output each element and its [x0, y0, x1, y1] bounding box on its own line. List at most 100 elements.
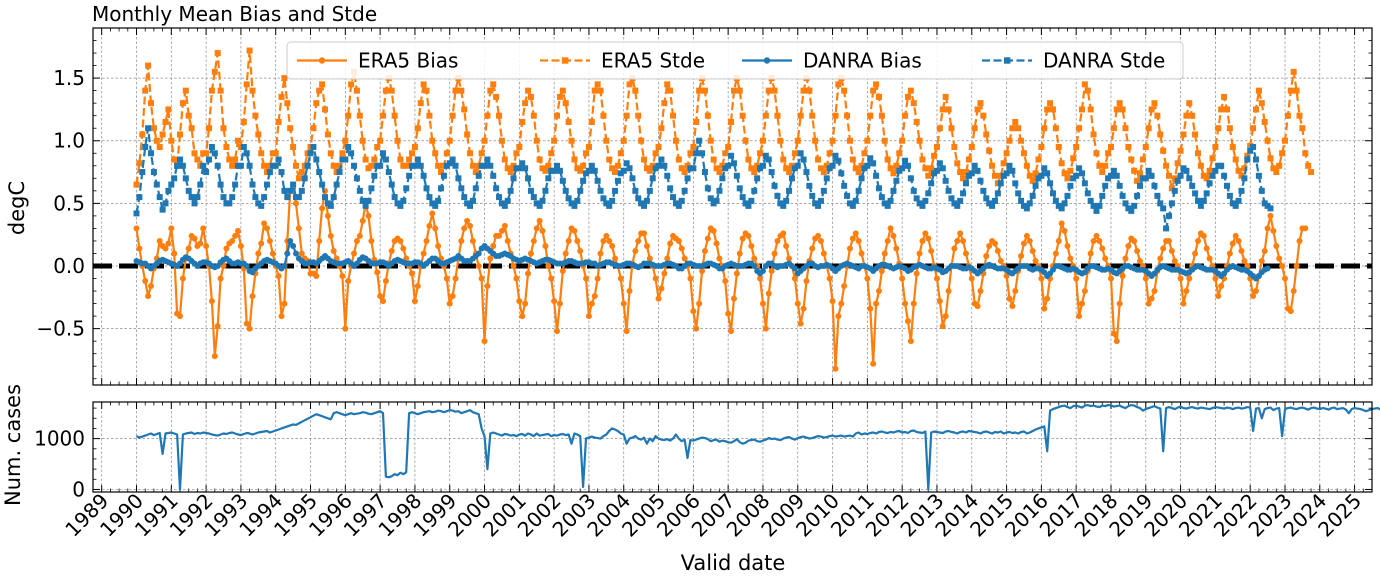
- era5-bias-point: [658, 286, 664, 292]
- danra-stde-point: [838, 170, 844, 176]
- era5-stde-point: [160, 131, 166, 137]
- era5-bias-point: [1012, 288, 1018, 294]
- era5-stde-point: [711, 157, 717, 163]
- era5-stde-point: [1073, 144, 1079, 150]
- era5-stde-point: [310, 125, 316, 131]
- era5-bias-point: [426, 223, 432, 229]
- era5-stde-point: [363, 157, 369, 163]
- era5-bias-point: [319, 205, 325, 211]
- danra-stde-point: [580, 178, 586, 184]
- danra-stde-point: [1218, 163, 1224, 169]
- era5-stde-point: [1085, 88, 1091, 94]
- era5-bias-point: [505, 238, 511, 244]
- era5-stde-point: [722, 150, 728, 156]
- era5-stde-point: [821, 169, 827, 175]
- danra-stde-point: [496, 194, 502, 200]
- era5-stde-point: [661, 100, 667, 106]
- era5-bias-point: [734, 271, 740, 277]
- era5-bias-point: [296, 225, 302, 231]
- era5-bias-point: [261, 220, 267, 226]
- era5-stde-point: [847, 138, 853, 144]
- era5-bias-point: [960, 238, 966, 244]
- danra-bias-point: [244, 263, 250, 269]
- danra-stde-point: [342, 157, 348, 163]
- danra-stde-point: [789, 175, 795, 181]
- era5-bias-point: [1117, 301, 1123, 307]
- danra-stde-point: [670, 194, 676, 200]
- danra-stde-point: [783, 198, 789, 204]
- era5-bias-point: [342, 326, 348, 332]
- era5-bias-point: [1131, 238, 1137, 244]
- danra-stde-point: [1033, 183, 1039, 189]
- era5-stde-point: [1166, 173, 1172, 179]
- era5-bias-point: [859, 250, 865, 256]
- danra-stde-point: [612, 188, 618, 194]
- era5-stde-point: [519, 119, 525, 125]
- danra-stde-point: [844, 193, 850, 199]
- era5-stde-point: [992, 173, 998, 179]
- danra-stde-point: [145, 125, 151, 131]
- era5-stde-point: [1218, 106, 1224, 112]
- danra-stde-point: [441, 173, 447, 179]
- era5-bias-point: [911, 301, 917, 307]
- danra-stde-point: [389, 182, 395, 188]
- era5-stde-point: [250, 88, 256, 94]
- era5-bias-point: [1215, 293, 1221, 299]
- era5-stde-point: [383, 88, 389, 94]
- era5-stde-point: [1294, 88, 1300, 94]
- danra-stde-point: [560, 178, 566, 184]
- danra-stde-point: [629, 175, 635, 181]
- era5-bias-point: [876, 288, 882, 294]
- danra-stde-point: [455, 175, 461, 181]
- era5-stde-point: [1146, 125, 1152, 131]
- era5-stde-point: [148, 100, 154, 106]
- era5-bias-point: [592, 293, 598, 299]
- danra-stde-point: [470, 198, 476, 204]
- danra-stde-point: [458, 185, 464, 191]
- era5-stde-point: [908, 88, 914, 94]
- danra-stde-point: [957, 198, 963, 204]
- era5-stde-point: [534, 138, 540, 144]
- danra-stde-point: [203, 169, 209, 175]
- era5-bias-point: [914, 271, 920, 277]
- era5-stde-point: [548, 150, 554, 156]
- era5-stde-point: [531, 113, 537, 119]
- era5-stde-point: [1114, 106, 1120, 112]
- era5-stde-point: [154, 138, 160, 144]
- era5-bias-point: [867, 306, 873, 312]
- danra-stde-point: [351, 163, 357, 169]
- era5-stde-point: [879, 113, 885, 119]
- danra-stde-point: [476, 173, 482, 179]
- era5-stde-point: [1299, 125, 1305, 131]
- era5-bias-point: [145, 293, 151, 299]
- danra-stde-point: [809, 193, 815, 199]
- era5-bias-point: [1041, 306, 1047, 312]
- era5-bias-point: [774, 238, 780, 244]
- danra-stde-point: [348, 150, 354, 156]
- danra-stde-point: [876, 185, 882, 191]
- era5-stde-point: [157, 144, 163, 150]
- era5-bias-point: [397, 238, 403, 244]
- legend-label: ERA5 Bias: [358, 49, 458, 73]
- danra-stde-point: [772, 183, 778, 189]
- era5-stde-point: [774, 113, 780, 119]
- danra-stde-point: [940, 165, 946, 171]
- era5-stde-point: [325, 131, 331, 137]
- danra-stde-point: [1120, 193, 1126, 199]
- danra-stde-point: [1099, 193, 1105, 199]
- era5-stde-point: [940, 106, 946, 112]
- era5-stde-point: [435, 163, 441, 169]
- era5-bias-point: [1027, 238, 1033, 244]
- era5-stde-point: [206, 125, 212, 131]
- era5-bias-point: [928, 248, 934, 254]
- danra-stde-point: [412, 163, 418, 169]
- era5-stde-point: [360, 138, 366, 144]
- era5-bias-point: [737, 250, 743, 256]
- danra-stde-point: [426, 194, 432, 200]
- era5-bias-point: [763, 326, 769, 332]
- era5-stde-point: [627, 81, 633, 87]
- era5-bias-point: [795, 301, 801, 307]
- era5-bias-point: [293, 200, 299, 206]
- danra-stde-point: [328, 203, 334, 209]
